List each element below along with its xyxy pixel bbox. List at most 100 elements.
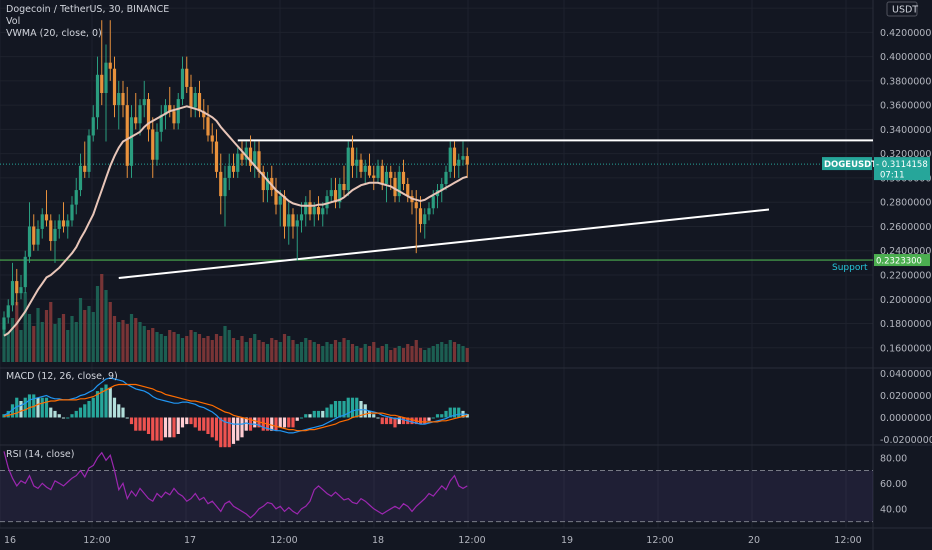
candle-body	[27, 226, 32, 257]
macd-histogram-bar	[397, 417, 401, 425]
volume-bar	[70, 316, 74, 362]
candle-body	[70, 204, 74, 221]
support-price-tag	[874, 254, 930, 267]
currency-badge	[886, 1, 918, 17]
volume-bar	[257, 340, 261, 362]
price-tick-label: 0.2600000	[880, 222, 931, 233]
candle-body	[253, 151, 257, 166]
macd-histogram-bar	[401, 417, 406, 425]
macd-histogram-bar	[435, 414, 440, 418]
candle-body	[155, 131, 159, 160]
volume-bar	[333, 340, 338, 362]
macd-histogram-bar	[121, 407, 125, 418]
price-tick-label: 0.3200000	[880, 149, 931, 160]
macd-histogram-bar	[316, 410, 321, 418]
candle-body	[138, 105, 142, 124]
volume-bar	[248, 338, 253, 362]
candle-body	[325, 196, 329, 209]
candle-body	[142, 99, 146, 106]
candle-body	[414, 202, 418, 209]
volume-bar	[74, 322, 78, 362]
candle-body	[36, 228, 40, 245]
candle-body	[299, 214, 304, 221]
price-tick-label: 0.4000000	[880, 52, 931, 63]
macd-histogram-bar	[163, 417, 168, 438]
macd-histogram-bar	[427, 417, 431, 421]
rsi-tick-label: 60.00	[880, 479, 907, 490]
price-tick-label: 0.2800000	[880, 198, 931, 209]
macd-histogram-bar	[57, 414, 61, 418]
candle-body	[78, 165, 83, 191]
volume-bar	[423, 350, 427, 362]
macd-histogram-bar	[423, 417, 427, 425]
macd-histogram-bar	[312, 410, 316, 418]
symbol-legend[interactable]: Dogecoin / TetherUS, 30, BINANCE Vol VWM…	[6, 4, 169, 40]
volume-bar	[312, 342, 316, 362]
candle-body	[185, 68, 189, 87]
volume-bar	[206, 336, 210, 362]
volume-bar	[397, 346, 401, 362]
macd-legend[interactable]: MACD (12, 26, close, 9)	[6, 371, 118, 382]
volume-bar	[299, 342, 304, 362]
candle-body	[465, 156, 469, 165]
macd-histogram-bar	[240, 417, 244, 438]
macd-histogram-bar	[321, 410, 325, 418]
candle-body	[49, 220, 53, 242]
volume-bar	[134, 318, 138, 362]
candle-body	[308, 202, 312, 215]
vwma-legend[interactable]: VWMA (20, close, 0)	[6, 28, 102, 39]
volume-bar	[253, 334, 257, 362]
macd-histogram-bar	[278, 417, 282, 428]
macd-histogram-bar	[410, 417, 414, 425]
macd-histogram-bar	[193, 417, 197, 428]
macd-histogram-bar	[457, 407, 461, 418]
volume-bar	[461, 346, 465, 362]
macd-histogram-bar	[202, 417, 206, 431]
candle-body	[134, 117, 138, 124]
macd-histogram-bar	[15, 397, 19, 418]
candle-body	[333, 190, 338, 203]
macd-histogram-bar	[44, 397, 49, 418]
candle-body	[172, 111, 176, 124]
volume-bar	[87, 306, 91, 362]
candle-body	[248, 147, 253, 166]
macd-histogram-bar	[40, 397, 44, 418]
volume-bar	[219, 336, 223, 362]
volume-bar	[23, 292, 27, 362]
volume-bar	[117, 322, 121, 362]
volume-bar	[401, 348, 406, 362]
symbol-title[interactable]: Dogecoin / TetherUS, 30, BINANCE	[6, 4, 170, 15]
volume-bar	[338, 342, 342, 362]
macd-histogram-bar	[168, 417, 172, 438]
volume-bar	[91, 312, 95, 362]
candle-body	[168, 105, 172, 112]
volume-bar	[359, 348, 363, 362]
macd-histogram-bar	[151, 417, 155, 441]
volume-bar	[448, 340, 452, 362]
candle-body	[180, 68, 185, 100]
candle-body	[223, 177, 227, 197]
candle-body	[202, 111, 206, 118]
macd-histogram-bar	[304, 414, 308, 418]
vol-legend[interactable]: Vol	[6, 16, 21, 27]
macd-histogram-bar	[10, 404, 15, 418]
currency-label: USDT	[892, 5, 918, 16]
time-tick-label: 16	[4, 535, 16, 546]
rsi-legend[interactable]: RSI (14, close)	[6, 449, 75, 460]
macd-histogram-bar	[23, 397, 27, 418]
macd-histogram-bar	[295, 417, 299, 421]
candle-body	[53, 228, 57, 242]
volume-bar	[295, 344, 299, 362]
volume-bar	[457, 344, 461, 362]
volume-bar	[282, 334, 287, 362]
macd-histogram-bar	[206, 417, 210, 434]
price-tick-label: 0.1800000	[880, 319, 931, 330]
macd-histogram-bar	[261, 417, 265, 431]
candle-body	[384, 171, 389, 184]
macd-histogram-bar	[87, 401, 91, 418]
candle-body	[401, 171, 406, 184]
macd-histogram-bar	[431, 417, 435, 419]
macd-histogram-bar	[270, 417, 274, 431]
candle-body	[61, 220, 66, 227]
